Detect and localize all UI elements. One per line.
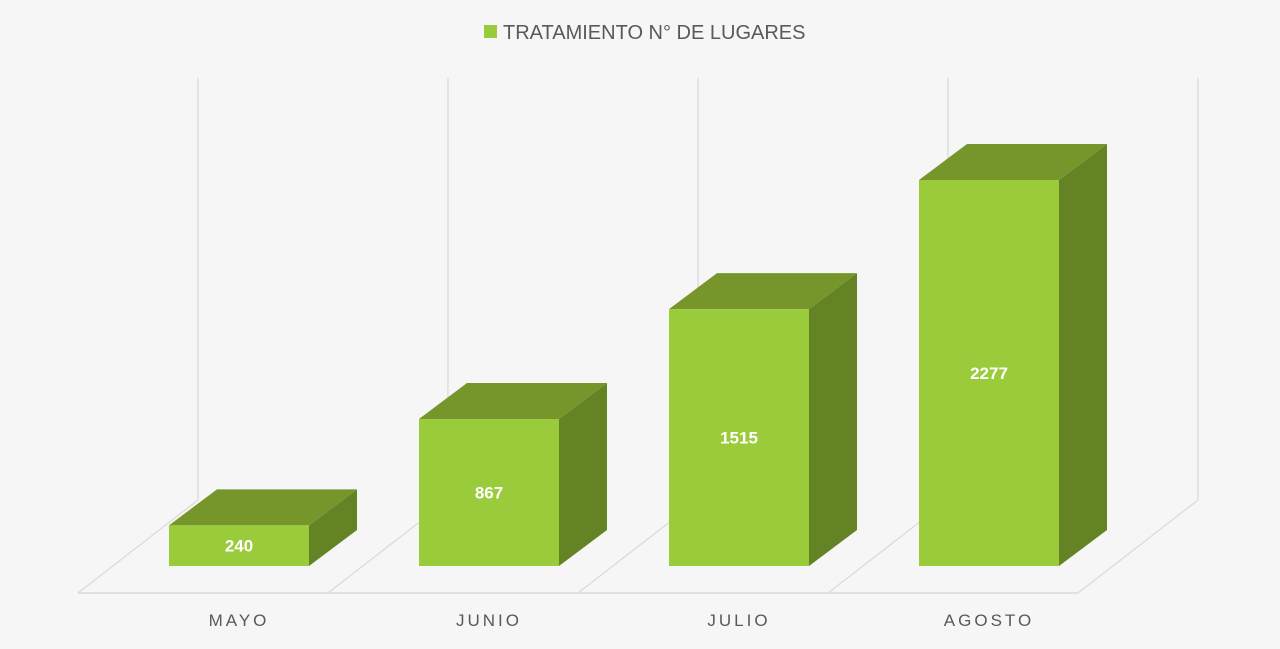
bar-top (169, 489, 357, 526)
bar-top (669, 273, 857, 310)
bar-side (1059, 144, 1107, 566)
data-label: 240 (225, 537, 253, 556)
bar-side (809, 273, 857, 566)
bar-agosto: 2277 (919, 144, 1107, 566)
data-label: 2277 (970, 364, 1008, 383)
floor-divider (1077, 499, 1199, 594)
category-label: MAYO (209, 611, 270, 630)
category-label: JUNIO (456, 611, 522, 630)
bar-top (419, 383, 607, 420)
bar-side (559, 383, 607, 566)
bar-side (309, 489, 357, 566)
gridlines (77, 78, 1199, 594)
bar-front (669, 309, 809, 566)
bar-mayo: 240 (169, 489, 357, 566)
category-labels: MAYO JUNIO JULIO AGOSTO (209, 611, 1034, 630)
floor-divider (77, 499, 199, 594)
legend: TRATAMIENTO N° DE LUGARES (484, 22, 805, 44)
bar-front (169, 525, 309, 566)
bar-top (919, 144, 1107, 180)
category-label: JULIO (707, 611, 770, 630)
legend-label: TRATAMIENTO N° DE LUGARES (503, 22, 805, 44)
bars: 240 867 1515 2277 (169, 144, 1107, 566)
data-label: 867 (475, 484, 503, 503)
bar-front (419, 419, 559, 566)
bar-julio: 1515 (669, 273, 857, 566)
bar-junio: 867 (419, 383, 607, 566)
data-label: 1515 (720, 429, 758, 448)
legend-swatch (484, 25, 497, 38)
category-label: AGOSTO (944, 611, 1034, 630)
bar-front (919, 180, 1059, 566)
